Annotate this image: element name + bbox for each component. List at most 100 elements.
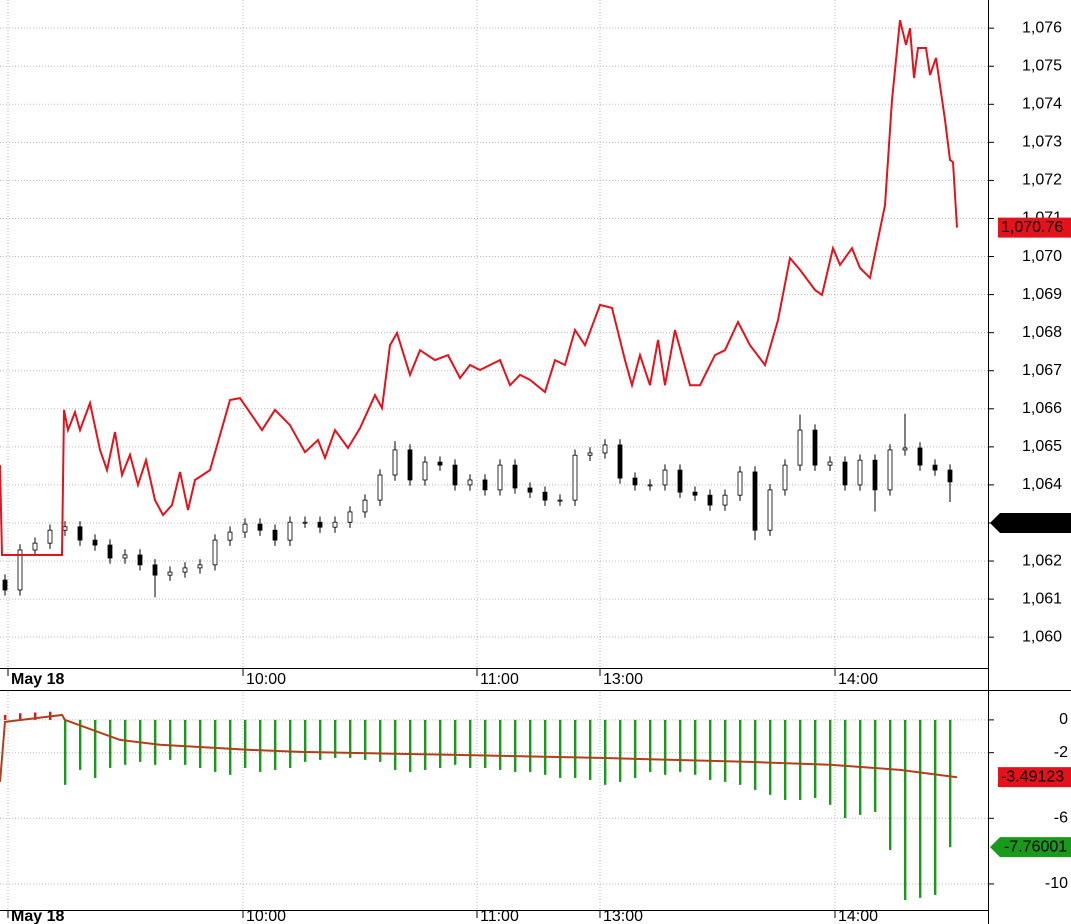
candle-body [332,521,338,528]
x-tick-label: 13:00 [603,908,643,924]
candle-body [887,449,893,491]
x-tick-label: May 18 [11,671,64,688]
y-tick-label: 1,070 [1022,248,1062,265]
bar [124,719,127,765]
x-tick-label: 13:00 [603,671,643,688]
candle-body [707,494,713,506]
bar [709,719,712,780]
candle-body [47,529,53,544]
bar [19,713,22,720]
bar [469,719,472,768]
bar [379,719,382,762]
candle-body [572,454,578,501]
candle-body [437,461,443,466]
candle-body [617,444,623,479]
y-tick-label: 1,074 [1022,96,1062,113]
x-tick-label: 10:00 [246,671,286,688]
bar [169,719,172,760]
bar [619,719,622,782]
candle-body [857,459,863,486]
candle-body [272,529,278,541]
candle-body [932,464,938,471]
candle-body [782,464,788,491]
bar [679,719,682,772]
candle-body [512,464,518,489]
candle-body [257,523,263,531]
last-value-label: 1,070.76 [1001,219,1063,236]
bar [724,719,727,782]
candle-body [602,444,608,454]
bar [604,719,607,785]
candle-body [287,521,293,541]
bar [334,719,337,758]
candle-body [917,447,923,466]
y-tick-label: 1,072 [1022,172,1062,189]
bar [904,719,907,900]
y-tick-label: -10 [1045,875,1068,892]
candle-body [317,521,323,528]
candle-body [542,491,548,501]
candle-body [947,469,953,483]
candle-body [167,571,173,576]
last-value-box [990,512,1071,533]
bar [769,719,772,795]
y-tick-label: 1,068 [1022,324,1062,341]
y-tick-label: -2 [1054,744,1068,761]
y-tick-label: -6 [1054,810,1068,827]
candle-body [632,477,638,486]
bar [949,719,952,848]
bar [514,719,517,772]
candle-body [302,521,308,524]
bar [199,719,202,768]
bar [214,719,217,772]
x-tick-label: 11:00 [480,908,519,924]
candle-body [842,461,848,486]
candle-body [692,491,698,496]
bar [889,719,892,850]
bar [304,719,307,762]
line-series [0,19,958,556]
bar [589,719,592,780]
candle-body [377,474,383,501]
candle-body [482,479,488,491]
bar [364,719,367,760]
candle-body [662,469,668,486]
y-tick-label: 1,065 [1022,438,1062,455]
candle-body [152,564,158,576]
y-tick-label: 1,067 [1022,362,1062,379]
bar [424,719,427,770]
y-tick-label: 1,062 [1022,552,1062,569]
candle-body [557,499,563,502]
candle-body [797,429,803,466]
bar [544,719,547,775]
last-value-box [998,217,1071,238]
x-tick-label: May 18 [11,908,64,924]
candle-body [347,511,353,523]
candle-body [107,544,113,559]
last-value-box [998,767,1071,788]
y-tick-label: 1,064 [1022,476,1062,493]
bar [109,719,112,768]
bar [454,719,457,765]
bar [559,719,562,778]
bar [499,719,502,770]
bar [664,719,667,775]
candle-body [452,464,458,486]
bar [259,719,262,772]
candle-body [767,489,773,531]
bar [79,719,82,770]
candle-body [647,484,653,487]
y-tick-label: 1,073 [1022,134,1062,151]
bar [184,719,187,765]
last-value-label: -7.76001 [1004,838,1067,855]
candle-body [812,429,818,466]
bar [229,719,232,775]
line-series [0,713,958,782]
bar [154,719,157,765]
last-value-label: 1,063 [1004,514,1044,531]
bar [244,719,247,768]
bar [934,719,937,895]
candle-body [497,464,503,491]
bar [574,719,577,778]
